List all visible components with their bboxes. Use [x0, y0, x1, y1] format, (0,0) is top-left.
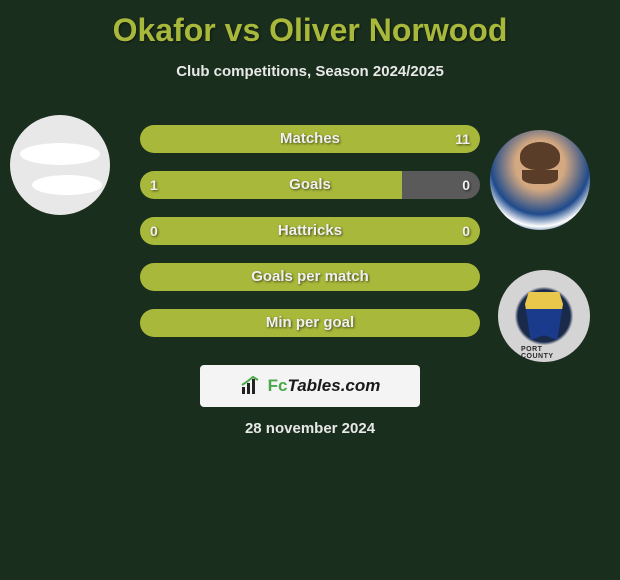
date-label: 28 november 2024 — [0, 420, 620, 437]
chart-icon — [240, 375, 262, 397]
stat-label: Hattricks — [140, 217, 480, 245]
stats-bars: Matches11Goals10Hattricks00Goals per mat… — [140, 125, 480, 355]
stat-label: Goals — [140, 171, 480, 199]
fctables-logo: FcTables.com — [200, 365, 420, 407]
player-right-avatar — [490, 130, 590, 230]
player-right-club-badge: PORT COUNTY — [498, 270, 590, 362]
badge-text: PORT COUNTY — [521, 346, 567, 360]
stat-row: Matches11 — [140, 125, 480, 153]
stat-label: Goals per match — [140, 263, 480, 291]
player-left-avatar — [10, 115, 110, 215]
stat-row: Hattricks0 0 — [140, 217, 480, 245]
stat-value-right: 0 — [462, 217, 470, 245]
stat-label: Min per goal — [140, 309, 480, 337]
stat-value-left: 1 — [150, 171, 158, 199]
stat-row: Goals per match — [140, 263, 480, 291]
stat-value-right: 11 — [455, 125, 470, 153]
subtitle: Club competitions, Season 2024/2025 — [0, 63, 620, 80]
stat-row: Min per goal — [140, 309, 480, 337]
stat-row: Goals1 0 — [140, 171, 480, 199]
page-title: Okafor vs Oliver Norwood — [0, 0, 620, 49]
logo-text: FcTables.com — [268, 376, 381, 396]
stat-value-right: 0 — [462, 171, 470, 199]
stat-label: Matches — [140, 125, 480, 153]
stat-value-left: 0 — [150, 217, 158, 245]
